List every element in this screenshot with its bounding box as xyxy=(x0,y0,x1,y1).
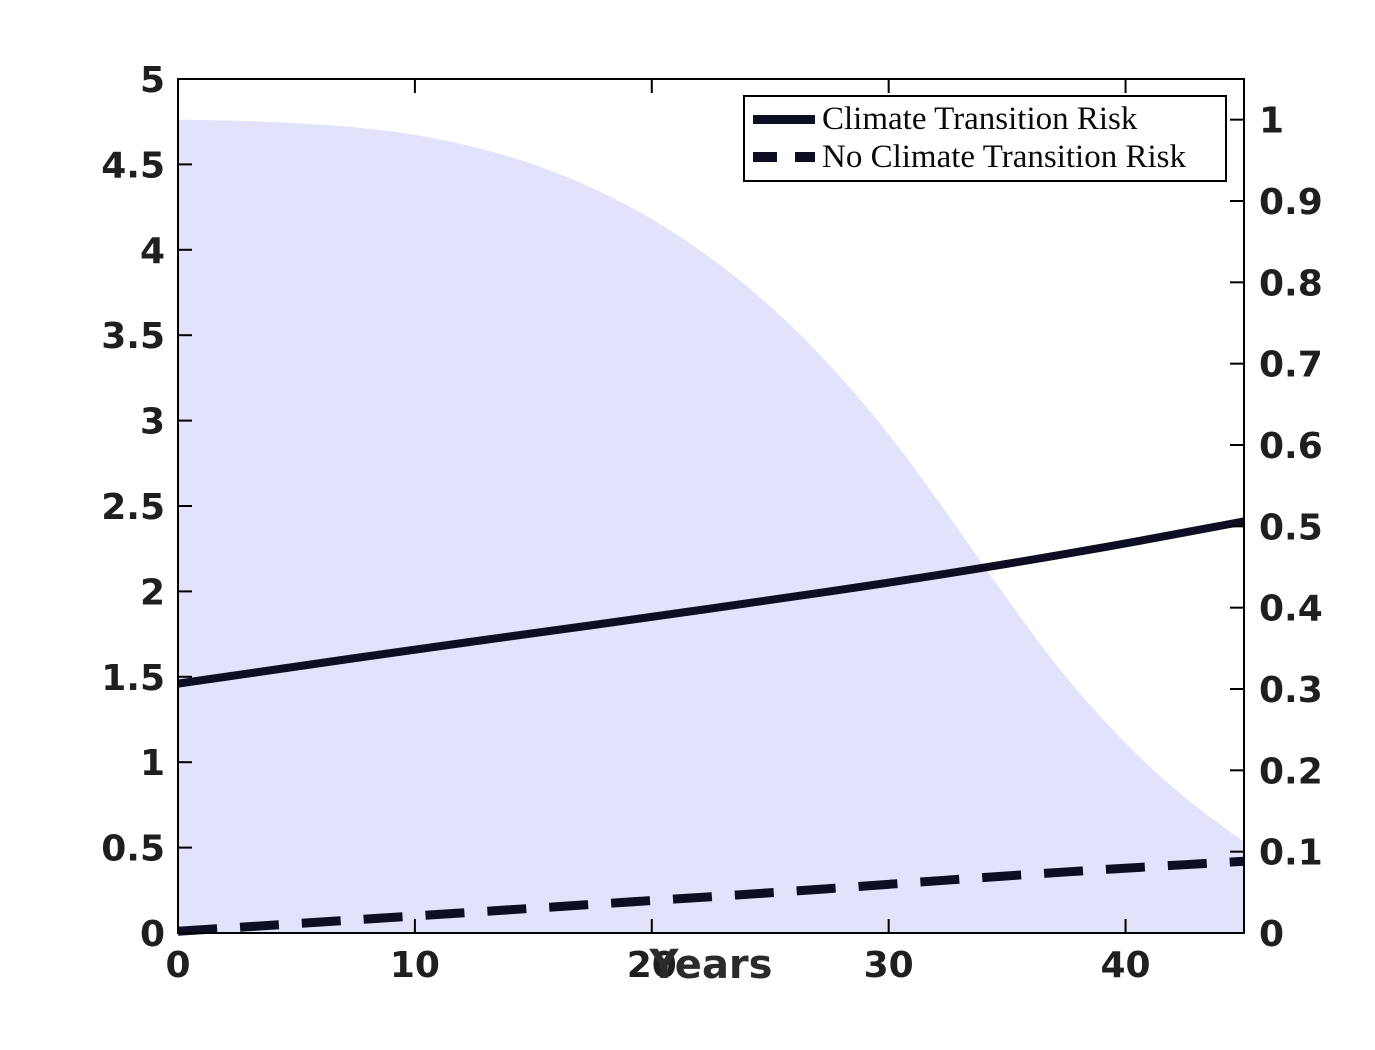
shaded-area xyxy=(178,119,1244,933)
x-axis-title: Years xyxy=(649,942,773,988)
tick-label: 40 xyxy=(1101,945,1151,986)
tick-label: 20 xyxy=(627,945,677,986)
legend-entry-climate-transition-risk: Climate Transition Risk xyxy=(753,102,1219,137)
tick-label: 0.9 xyxy=(1259,182,1323,223)
legend-label: No Climate Transition Risk xyxy=(822,139,1186,176)
tick-label: 1 xyxy=(140,743,165,784)
tick-label: 0 xyxy=(1259,914,1284,955)
dashed-line-sample-icon xyxy=(753,152,815,163)
tick-label: 0.5 xyxy=(1259,507,1323,548)
tick-label: 0.4 xyxy=(1259,589,1323,630)
tick-label: 0.2 xyxy=(1259,751,1323,792)
series-line-climate-transition-risk xyxy=(177,517,1245,688)
tick-label: 3 xyxy=(140,402,165,443)
tick-label: 10 xyxy=(390,945,440,986)
solid-line-sample-icon xyxy=(753,115,815,125)
tick-label: 3.5 xyxy=(101,316,165,357)
legend: Climate Transition Risk No Climate Trans… xyxy=(743,95,1227,182)
tick-label: 30 xyxy=(864,945,914,986)
tick-label: 0.5 xyxy=(101,829,165,870)
tick-label: 2 xyxy=(140,572,165,613)
tick-label: 4 xyxy=(140,231,165,272)
tick-label: 0 xyxy=(140,914,165,955)
tick-label: 0 xyxy=(165,945,190,986)
series-line-no-climate-transition-risk xyxy=(177,856,1245,936)
tick-label: 0.3 xyxy=(1259,670,1323,711)
tick-label: 0.7 xyxy=(1259,345,1323,386)
tick-label: 0.6 xyxy=(1259,426,1323,467)
tick-label: 2.5 xyxy=(101,487,165,528)
tick-label: 0.1 xyxy=(1259,833,1323,874)
legend-label: Climate Transition Risk xyxy=(822,101,1138,138)
legend-entry-no-climate-transition-risk: No Climate Transition Risk xyxy=(753,140,1219,175)
tick-label: 0.8 xyxy=(1259,263,1323,304)
tick-label: 4.5 xyxy=(101,145,165,186)
tick-label: 1.5 xyxy=(101,658,165,699)
tick-label: 1 xyxy=(1259,101,1284,142)
tick-label: 5 xyxy=(140,60,165,101)
